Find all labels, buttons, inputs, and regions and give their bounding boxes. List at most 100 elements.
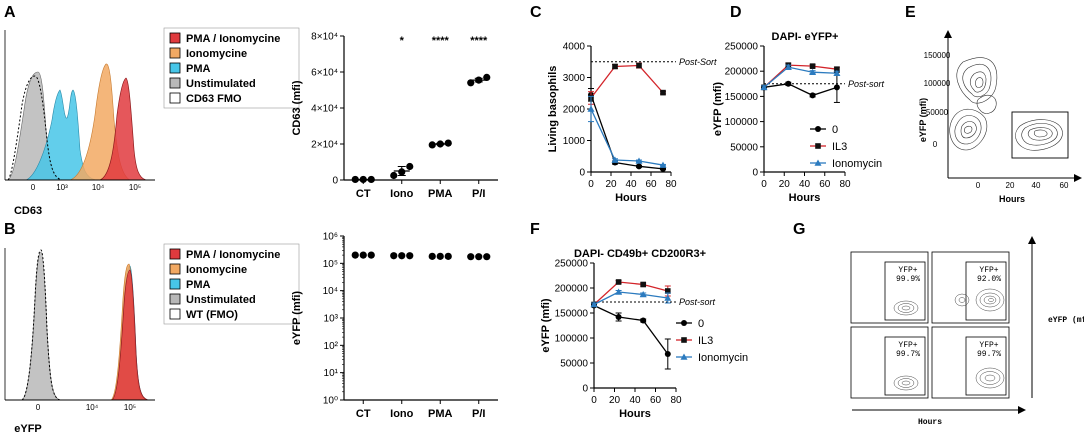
dot-a-point xyxy=(390,171,398,180)
line-d-legend-label: Ionomycin xyxy=(832,158,882,170)
line-d-point xyxy=(834,66,840,72)
dot-b-xtick: PMA xyxy=(428,408,453,420)
line-d-xtick: 80 xyxy=(839,179,851,190)
hist-a-xtick: 10⁵ xyxy=(129,183,141,192)
dot-b-ytick: 10¹ xyxy=(324,368,339,379)
line-c-xlabel: Hours xyxy=(615,192,647,204)
line-d-legend-label: 0 xyxy=(832,124,838,136)
line-f-point xyxy=(615,288,623,295)
line-f-xlabel: Hours xyxy=(619,408,651,420)
hist-pma-ionomycine xyxy=(99,77,147,181)
dot-a-ylabel: CD63 (mfi) xyxy=(291,80,303,135)
grid-g-cell xyxy=(850,251,929,324)
line-c-point xyxy=(587,105,595,112)
grid-g-gate-value: 99.7% xyxy=(896,350,920,359)
dot-b-ytick: 10⁴ xyxy=(323,286,338,297)
line-c-ytick: 1000 xyxy=(563,136,586,147)
dot-a-point xyxy=(444,139,452,147)
dotplot-cd63: 0 2×10⁴ 4×10⁴ 6×10⁴ 8×10⁴ CT Iono * PMA **** P/I **… xyxy=(291,32,498,200)
line-d-ytick: 100000 xyxy=(725,117,759,128)
line-c-ytick: 3000 xyxy=(563,73,586,84)
dot-a-xtick: Iono xyxy=(390,188,413,200)
dot-a-xtick: CT xyxy=(356,188,371,200)
line-d-ytick: 50000 xyxy=(730,142,758,153)
dot-b-point xyxy=(483,253,491,261)
line-f-legend-label: Ionomycin xyxy=(698,352,748,364)
dot-b-ytick: 10² xyxy=(324,341,339,352)
line-d-series-line xyxy=(763,66,837,88)
hist-a-xlabel: CD63 xyxy=(14,205,42,217)
dot-b-xtick: Iono xyxy=(390,408,413,420)
legend-a-swatch xyxy=(169,47,181,59)
line-c-point xyxy=(635,157,643,164)
line-d-point xyxy=(785,80,792,87)
line-f-series-line xyxy=(593,304,669,355)
contour-e-xtick: 40 xyxy=(1032,181,1041,190)
legend-b-swatch xyxy=(169,293,181,305)
dot-b-point xyxy=(436,252,444,260)
line-c-point xyxy=(659,161,667,168)
dot-b-point xyxy=(398,252,406,260)
hist-a-xtick: 10³ xyxy=(56,183,68,192)
panel-label-a: A xyxy=(4,4,16,21)
legend-b-swatch xyxy=(169,248,181,260)
line-c-series-line xyxy=(590,94,664,170)
grid-g-gate-value: 92.0% xyxy=(977,275,1001,284)
dot-a-point xyxy=(406,162,414,171)
line-f-point xyxy=(640,317,647,324)
legend-b-label: Ionomycine xyxy=(186,264,247,276)
dot-b-point xyxy=(475,253,483,261)
line-f-legend-label: 0 xyxy=(698,318,704,330)
line-d-point xyxy=(833,69,841,77)
dot-b-point xyxy=(359,251,367,259)
dot-b-ytick: 10⁶ xyxy=(323,232,338,243)
grid-g-cell xyxy=(850,326,929,399)
dot-b-point xyxy=(444,252,452,260)
dot-a-ytick: 2×10⁴ xyxy=(311,140,338,151)
line-d-xtick: 20 xyxy=(779,179,791,190)
line-d-xtick: 60 xyxy=(819,179,831,190)
grid-g-gate-value: 99.9% xyxy=(896,275,920,284)
dot-b-point xyxy=(406,252,414,260)
line-f-reference-label: Post-sort xyxy=(679,297,716,307)
hist-a-xtick: 10⁴ xyxy=(92,183,105,192)
grid-g-ylabel: eYFP (mfi) xyxy=(1048,316,1084,325)
line-f-xtick: 0 xyxy=(591,395,597,406)
histogram-eyfp: 0 10⁴ 10⁵ eYFP xyxy=(4,248,155,434)
line-d-ytick: 200000 xyxy=(725,67,759,78)
hist-b-pma-ionomycine xyxy=(110,269,149,401)
line-f-series-line xyxy=(593,281,668,305)
dot-a-point xyxy=(483,73,491,81)
dot-a-significance: **** xyxy=(470,35,488,47)
line-d-legend-marker xyxy=(814,159,822,166)
line-d-point xyxy=(809,63,816,69)
dot-a-point xyxy=(467,79,475,87)
line-f-point xyxy=(590,301,598,308)
contour-e-lines xyxy=(949,57,1063,151)
contour-e-xtick: 0 xyxy=(976,181,981,190)
line-d-ytick: 0 xyxy=(752,168,758,179)
dot-b-ytick: 10⁰ xyxy=(323,396,338,407)
hist-b-xlabel: eYFP xyxy=(14,423,42,434)
dot-a-xtick: PMA xyxy=(428,188,453,200)
line-f-legend-marker xyxy=(681,320,687,326)
line-c-xtick: 20 xyxy=(605,179,617,190)
legend-a-label: PMA xyxy=(186,63,211,75)
dot-a-ytick: 4×10⁴ xyxy=(311,104,338,115)
line-c-xtick: 0 xyxy=(588,179,594,190)
line-f-point xyxy=(615,314,622,320)
line-d-ytick: 150000 xyxy=(725,92,759,103)
dot-b-xtick: CT xyxy=(356,408,371,420)
contour-e-ytick: 50000 xyxy=(926,108,949,117)
panel-label-f: F xyxy=(530,221,540,238)
panel-label-e: E xyxy=(905,4,916,21)
line-f-xtick: 40 xyxy=(629,395,641,406)
grid-g-gate xyxy=(884,336,926,396)
line-d-reference-label: Post-sort xyxy=(848,79,885,89)
dot-b-point xyxy=(367,251,375,259)
panel-label-d: D xyxy=(730,4,742,21)
line-f-xtick: 60 xyxy=(650,395,662,406)
line-c-point xyxy=(636,163,642,170)
dot-a-point xyxy=(398,168,406,176)
